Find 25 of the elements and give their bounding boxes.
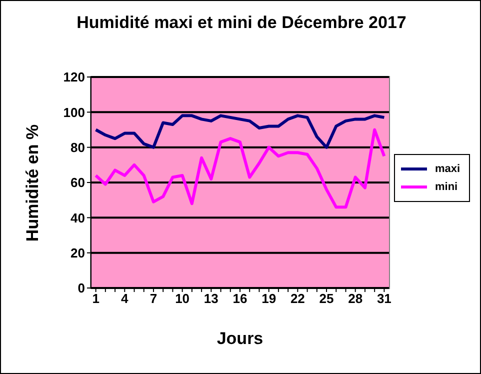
legend-label: mini bbox=[435, 181, 458, 193]
x-tick-label: 4 bbox=[121, 291, 130, 306]
x-tick-label: 28 bbox=[348, 291, 363, 306]
y-tick-label: 60 bbox=[70, 175, 85, 190]
x-tick-label: 16 bbox=[232, 291, 248, 306]
x-tick-label: 13 bbox=[204, 291, 218, 306]
x-tick-label: 1 bbox=[92, 291, 100, 306]
y-tick-label: 100 bbox=[63, 104, 85, 120]
y-tick-label: 80 bbox=[70, 140, 85, 155]
y-tick-label: 120 bbox=[63, 70, 85, 85]
y-tick-label: 0 bbox=[78, 280, 85, 296]
y-tick-label: 20 bbox=[70, 245, 85, 260]
line-series bbox=[94, 114, 386, 149]
x-tick-label: 19 bbox=[262, 291, 276, 306]
y-tick-label: 40 bbox=[70, 210, 85, 226]
x-tick-label: 7 bbox=[150, 291, 158, 306]
x-tick-label: 10 bbox=[175, 291, 190, 306]
x-tick-label: 22 bbox=[290, 291, 305, 306]
chart-title: Humidité maxi et mini de Décembre 2017 bbox=[76, 13, 408, 33]
x-tick-label: 25 bbox=[319, 291, 334, 306]
line-series bbox=[94, 128, 386, 209]
legend-label: maxi bbox=[435, 163, 460, 175]
x-tick-label: 31 bbox=[376, 291, 392, 306]
y-axis-title: Humidité en % bbox=[23, 124, 43, 242]
x-axis-title: Jours bbox=[216, 329, 264, 349]
